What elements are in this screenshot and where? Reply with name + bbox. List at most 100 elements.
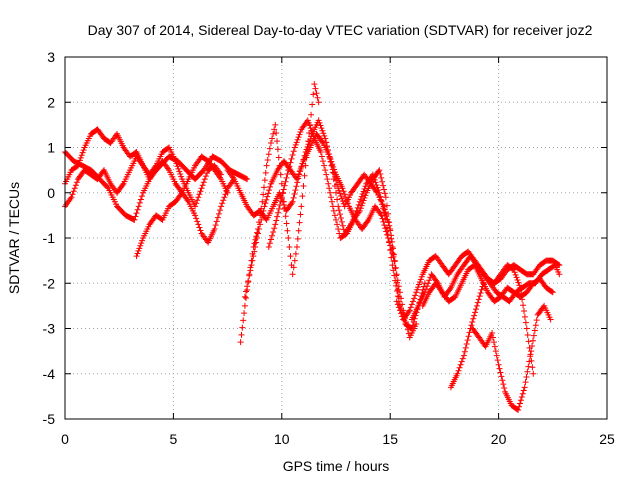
data-point [296,131,303,138]
data-point [328,194,335,201]
data-point [380,182,387,189]
data-point [71,185,78,192]
data-point [373,181,380,188]
data-point [379,201,386,208]
data-point [195,194,202,201]
data-point [321,162,328,169]
data-point [271,126,278,133]
data-point [411,295,418,302]
data-point [354,204,361,211]
y-tick-label: -5 [43,411,56,427]
data-point [282,213,289,220]
data-point [387,225,394,232]
data-point [131,216,138,223]
data-point [176,168,183,175]
data-point [319,158,326,165]
data-point [334,196,341,203]
data-point [274,138,281,145]
y-tick-label: -2 [43,275,56,291]
y-tick-label: -1 [43,230,56,246]
data-point [280,198,287,205]
data-point [198,185,205,192]
data-point [369,171,376,178]
data-point [289,198,296,205]
data-point [490,334,497,341]
data-point [393,298,400,305]
data-point [72,182,79,189]
data-point [278,194,285,201]
data-point [283,174,290,181]
data-point [516,403,523,410]
data-point [295,134,302,141]
data-point [119,181,126,188]
data-point [215,210,222,217]
data-point [139,161,146,168]
series-trace-16 [491,262,537,377]
data-point [244,283,251,290]
data-point [276,205,283,212]
data-point [292,250,299,257]
data-point [414,286,421,293]
data-point [201,176,208,183]
data-point [326,185,333,192]
data-point [281,206,288,213]
data-point [196,191,203,198]
data-point [458,358,465,365]
data-point [498,373,505,380]
data-point [412,292,419,299]
data-point [237,339,244,346]
data-point [406,307,413,314]
data-point [496,365,503,372]
data-point [293,176,300,183]
data-point [548,288,555,295]
data-point [396,307,403,314]
data-point [309,130,316,137]
data-point [516,282,523,289]
data-point [274,213,281,220]
data-point [455,367,462,374]
data-point [202,173,209,180]
data-point [300,182,307,189]
data-point [77,154,84,161]
data-point [556,271,563,278]
data-point [319,138,326,145]
data-point [468,322,475,329]
data-point [310,91,317,98]
data-point [333,216,339,223]
data-point [476,293,483,300]
data-point [251,248,258,255]
data-point [341,191,348,198]
data-point [319,127,326,134]
data-point [530,332,537,339]
data-point [193,200,200,207]
data-point [524,331,531,338]
data-point [527,351,534,358]
data-point [492,348,499,355]
data-point [425,280,432,287]
data-point [474,299,481,306]
data-point [172,158,179,165]
data-point [391,272,398,279]
data-point [500,381,507,388]
data-point [267,139,274,146]
data-point [522,379,529,386]
data-point [221,194,228,201]
data-point [271,225,278,232]
data-point [457,361,464,368]
data-point [360,188,367,195]
data-point [243,294,250,301]
data-point [315,99,322,106]
data-point [217,207,224,214]
data-point [296,219,303,226]
data-point [321,132,328,139]
data-point [371,176,378,183]
data-point [275,154,282,161]
data-point [470,315,477,322]
y-tick-label: -4 [43,366,56,382]
data-point [518,394,525,401]
data-point [265,244,272,251]
data-point [385,231,392,238]
data-point [238,331,245,338]
data-point [317,122,324,129]
data-point [293,183,300,190]
